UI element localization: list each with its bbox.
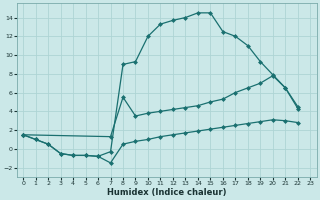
X-axis label: Humidex (Indice chaleur): Humidex (Indice chaleur) [107, 188, 227, 197]
